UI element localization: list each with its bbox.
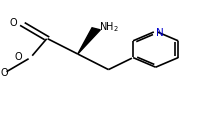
Text: O: O	[0, 68, 8, 78]
Text: O: O	[15, 52, 22, 62]
Text: O: O	[10, 18, 17, 28]
Polygon shape	[78, 28, 100, 54]
Text: N: N	[156, 28, 164, 38]
Text: NH$_2$: NH$_2$	[99, 20, 118, 34]
